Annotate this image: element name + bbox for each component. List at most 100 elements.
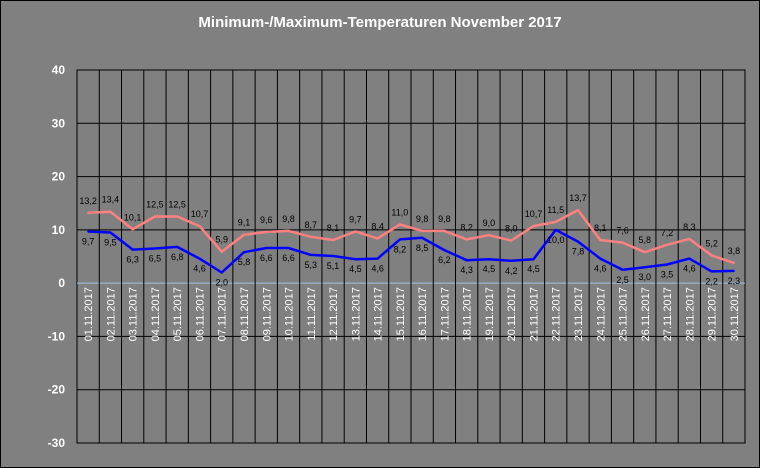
min-point [332, 254, 335, 257]
data-label: 10,1 [124, 212, 142, 222]
max-point [220, 250, 223, 253]
data-label: 2,3 [728, 276, 741, 286]
x-tick-label: 22.11.2017 [551, 287, 563, 341]
min-point [309, 253, 312, 256]
max-point [666, 243, 669, 246]
data-label: 11,5 [547, 205, 564, 215]
min-point [621, 268, 624, 271]
data-label: 4,5 [527, 264, 540, 274]
data-label: 8,0 [505, 224, 518, 234]
data-label: 6,8 [171, 252, 184, 262]
min-point [87, 230, 90, 233]
x-tick-label: 24.11.2017 [595, 287, 607, 341]
data-label: 13,2 [79, 196, 97, 206]
data-label: 8,7 [305, 220, 318, 230]
min-point [131, 248, 134, 251]
min-point [153, 247, 156, 250]
data-label: 6,6 [260, 253, 273, 263]
y-tick-label: 40 [52, 63, 66, 77]
data-label: 4,6 [683, 264, 696, 274]
y-tick-label: -10 [48, 329, 66, 343]
data-label: 9,8 [438, 214, 451, 224]
series-line-max [88, 208, 735, 265]
x-tick-label: 29.11.2017 [707, 287, 719, 341]
data-label: 10,7 [191, 209, 209, 219]
min-point [354, 258, 357, 261]
data-label: 12,5 [168, 200, 186, 210]
x-tick-label: 19.11.2017 [484, 287, 496, 341]
max-point [153, 215, 156, 218]
min-point [510, 259, 513, 262]
data-label: 6,3 [126, 255, 139, 265]
x-tick-label: 01.11.2017 [83, 287, 95, 341]
max-point [354, 230, 357, 233]
min-point [487, 258, 490, 261]
data-label: 8,4 [371, 221, 384, 231]
max-point [109, 210, 112, 213]
data-label: 5,2 [705, 238, 718, 248]
max-point [577, 209, 579, 212]
data-label: 5,8 [639, 235, 652, 245]
min-point [220, 271, 223, 274]
x-tick-label: 13.11.2017 [350, 287, 362, 341]
data-label: 9,5 [104, 238, 117, 248]
x-tick-label: 15.11.2017 [395, 287, 407, 341]
data-label: 4,2 [505, 266, 518, 276]
x-tick-label: 03.11.2017 [128, 287, 140, 341]
max-point [532, 225, 535, 228]
data-label: 11,0 [391, 208, 408, 218]
min-point [666, 263, 669, 266]
data-label: 4,5 [483, 264, 496, 274]
data-label: 9,6 [260, 215, 273, 225]
min-point [532, 258, 535, 261]
data-label: 8,1 [594, 223, 607, 233]
data-label: 2,0 [215, 277, 228, 287]
data-label: 9,1 [238, 218, 251, 228]
max-point [710, 254, 713, 257]
min-point [577, 240, 579, 243]
min-point [376, 257, 379, 260]
max-point [487, 234, 490, 237]
data-label: 2,2 [705, 276, 718, 286]
min-point [398, 238, 401, 241]
max-point [443, 229, 446, 232]
x-tick-label: 14.11.2017 [373, 287, 385, 341]
min-point [688, 257, 691, 260]
min-point [732, 269, 735, 272]
data-label: 9,8 [416, 214, 429, 224]
data-label: 6,5 [149, 254, 162, 264]
max-point [287, 229, 290, 232]
data-label: 3,8 [728, 246, 741, 256]
x-tick-label: 12.11.2017 [328, 287, 340, 341]
y-tick-label: 10 [52, 223, 66, 237]
data-label: 10,0 [547, 235, 565, 245]
min-point [465, 259, 468, 262]
min-point [109, 231, 112, 234]
y-tick-label: 30 [52, 116, 66, 130]
data-label: 9,8 [282, 214, 295, 224]
data-label: 2,5 [616, 275, 629, 285]
data-label: 6,2 [438, 255, 451, 265]
x-tick-label: 25.11.2017 [618, 287, 630, 341]
data-label: 5,9 [215, 235, 228, 245]
x-tick-label: 20.11.2017 [506, 287, 518, 341]
max-point [688, 237, 691, 240]
data-label: 8,3 [683, 222, 696, 232]
x-tick-label: 18.11.2017 [462, 287, 474, 341]
data-label: 3,5 [661, 269, 674, 279]
x-tick-label: 26.11.2017 [640, 287, 652, 341]
data-label: 7,8 [572, 247, 585, 257]
x-tick-label: 17.11.2017 [439, 287, 451, 341]
data-label: 9,7 [349, 214, 362, 224]
data-label: 4,5 [349, 264, 362, 274]
data-label: 5,3 [305, 260, 318, 270]
max-point [554, 220, 557, 223]
x-tick-label: 06.11.2017 [194, 287, 206, 341]
x-tick-label: 09.11.2017 [261, 287, 273, 341]
data-label: 13,7 [569, 193, 587, 203]
max-point [643, 251, 646, 254]
min-point [554, 228, 557, 231]
x-tick-label: 05.11.2017 [172, 287, 184, 341]
max-point [376, 237, 379, 240]
